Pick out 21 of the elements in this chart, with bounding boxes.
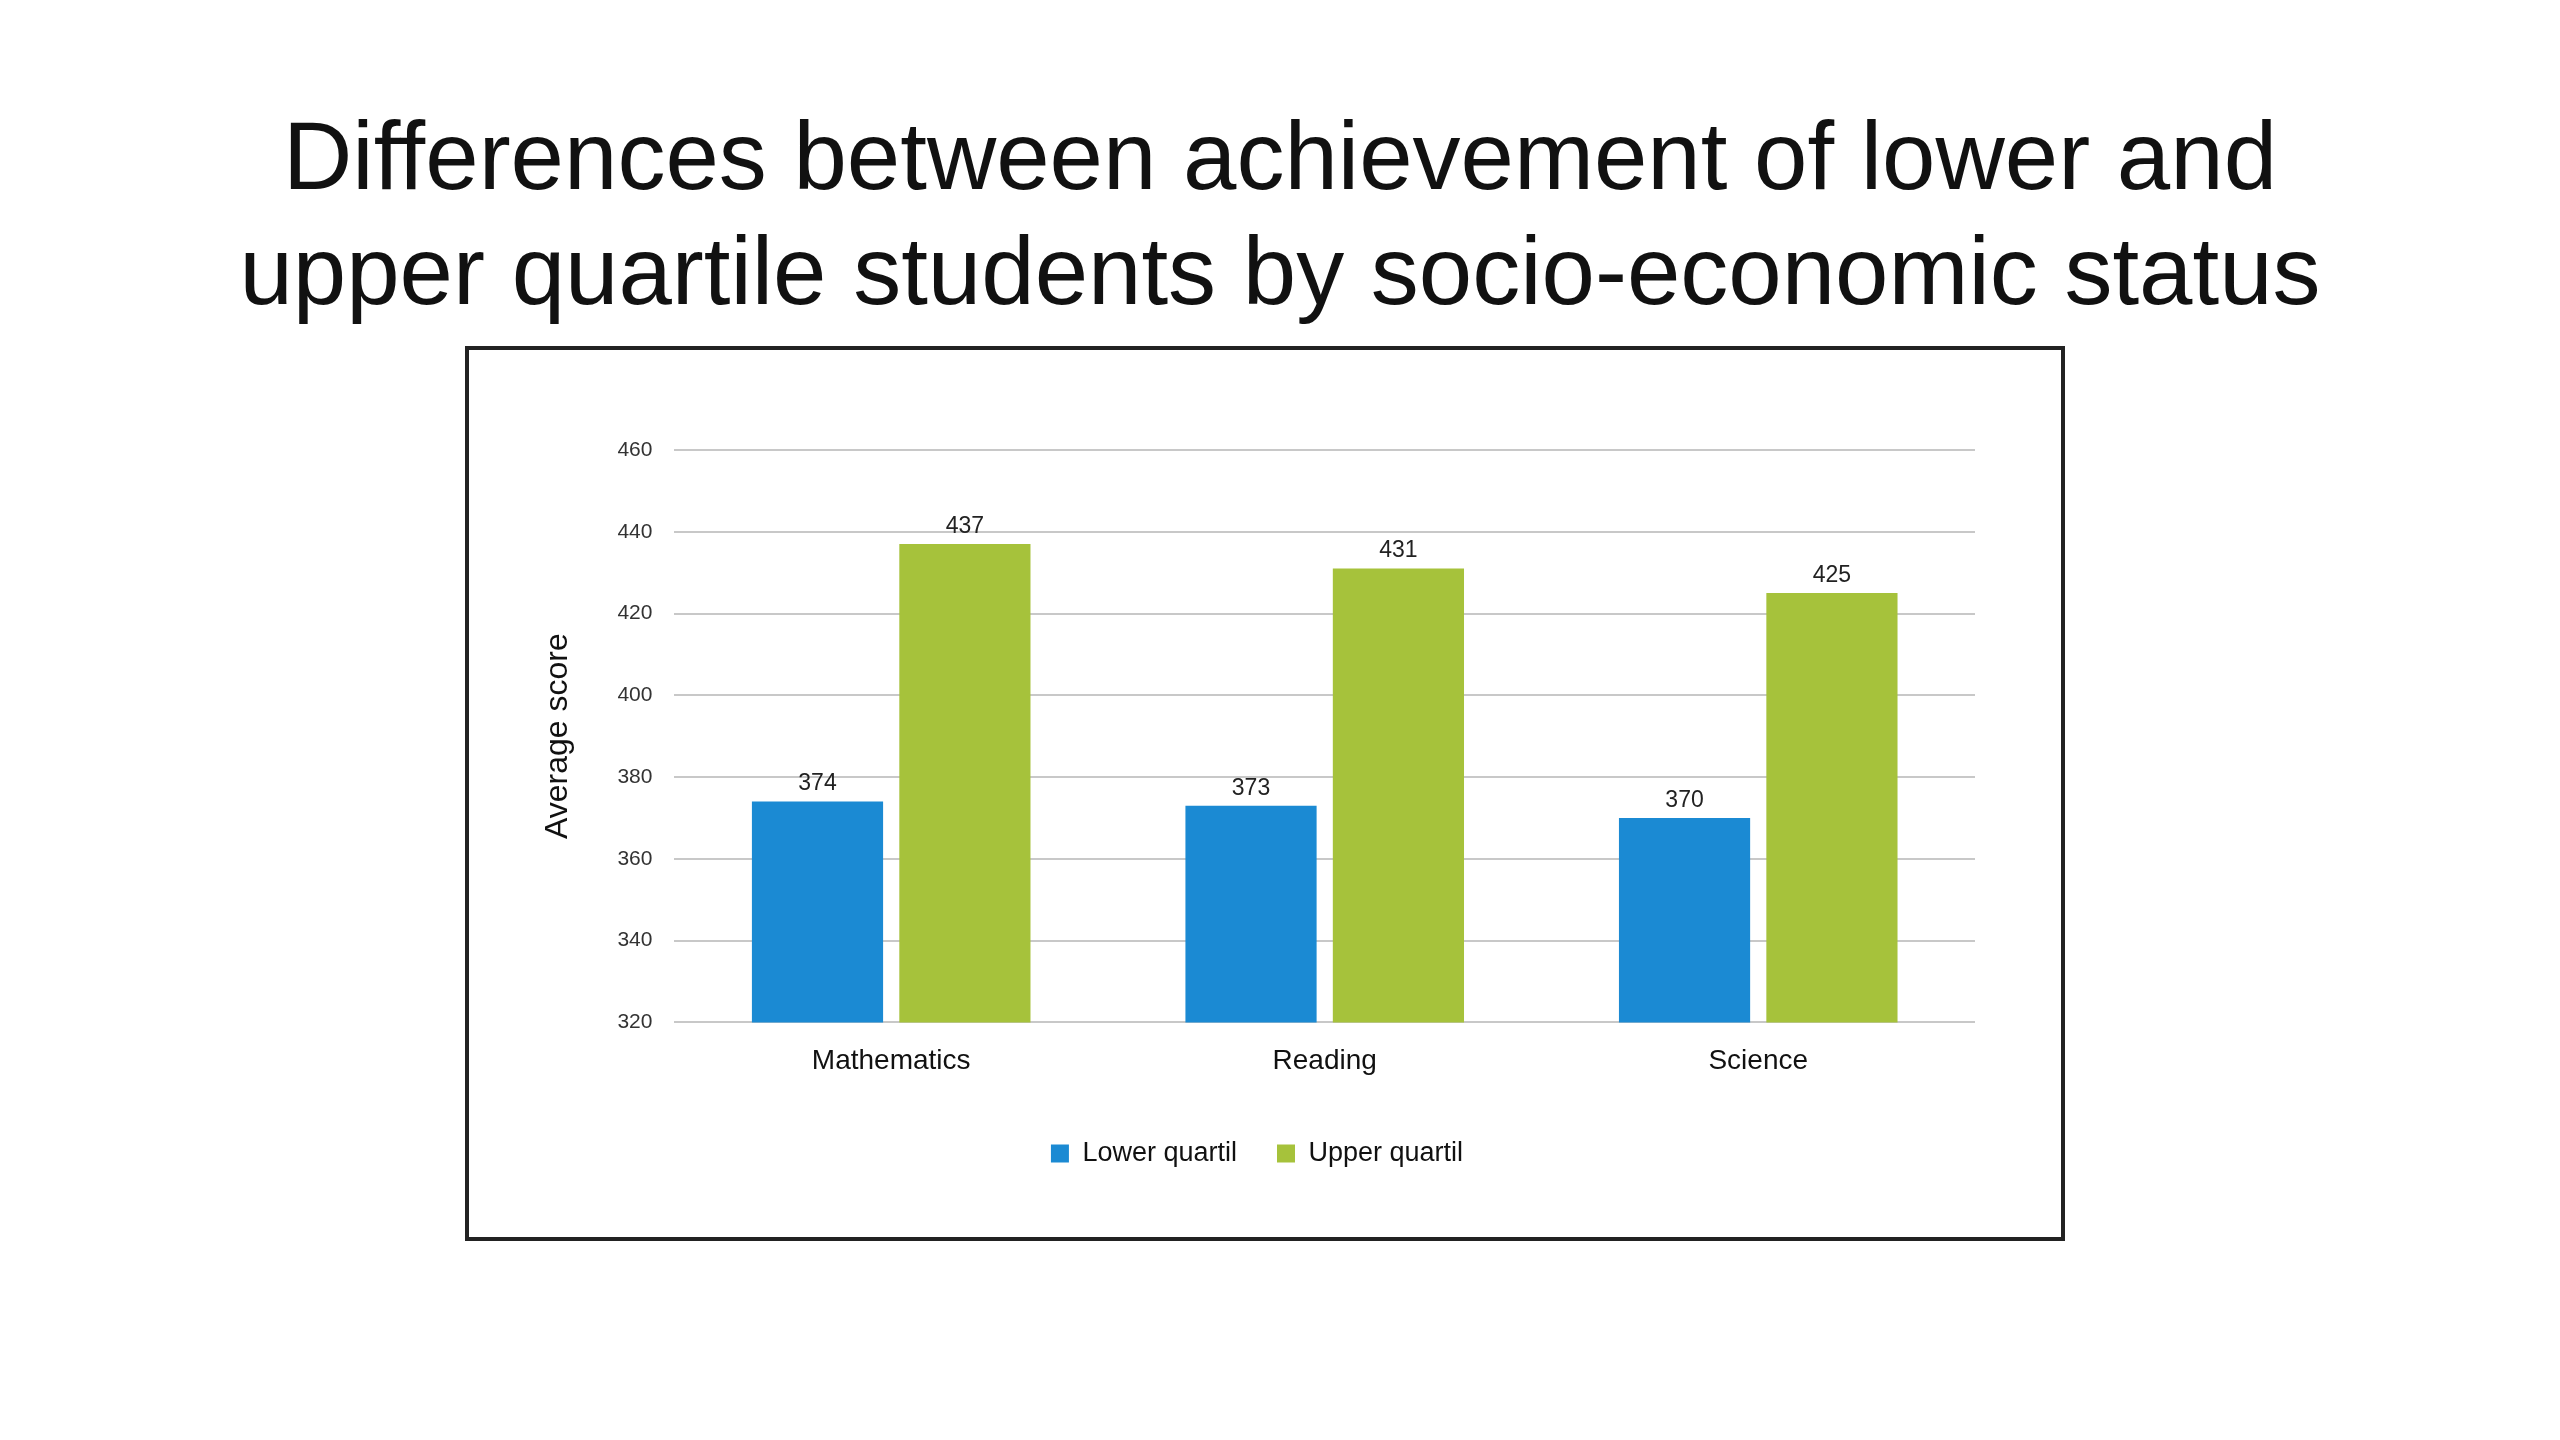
legend-label: Lower quartil bbox=[1082, 1136, 1237, 1167]
legend-label: Upper quartil bbox=[1308, 1136, 1464, 1167]
data-label: 370 bbox=[1665, 785, 1704, 812]
x-tick-label: Science bbox=[1708, 1043, 1809, 1075]
x-tick-label: Mathematics bbox=[811, 1043, 971, 1075]
y-tick-label: 360 bbox=[617, 845, 653, 869]
y-tick-label: 400 bbox=[617, 682, 653, 706]
data-label: 437 bbox=[945, 511, 985, 538]
data-label: 431 bbox=[1379, 536, 1418, 563]
data-label: 373 bbox=[1231, 773, 1271, 800]
y-tick-label: 460 bbox=[617, 436, 653, 460]
y-tick-label: 320 bbox=[617, 1009, 653, 1033]
data-label: 425 bbox=[1812, 560, 1852, 587]
y-tick-label: 380 bbox=[617, 763, 653, 787]
chart-title: Differences between achievement of lower and upper quartile students by socio-economic status bbox=[238, 101, 2322, 326]
y-axis-title: Average score bbox=[538, 633, 575, 840]
y-tick-label: 440 bbox=[617, 518, 653, 542]
x-tick-label: Reading bbox=[1272, 1043, 1377, 1075]
y-tick-label: 340 bbox=[617, 927, 653, 951]
y-tick-label: 420 bbox=[617, 600, 653, 624]
data-label: 374 bbox=[798, 769, 837, 796]
